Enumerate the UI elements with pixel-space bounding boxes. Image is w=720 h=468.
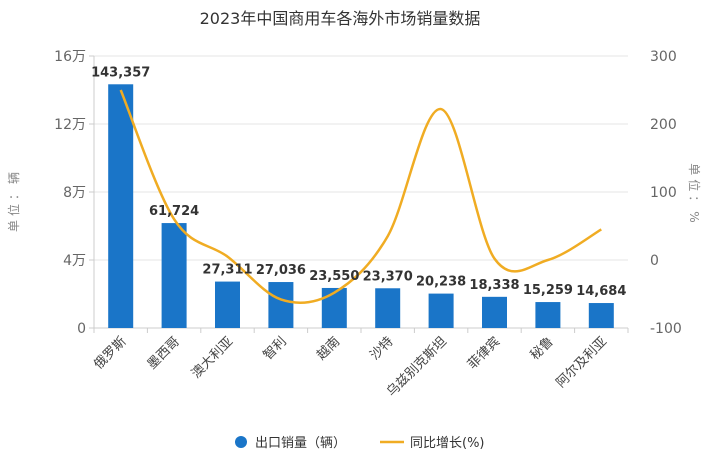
bar [108, 84, 134, 329]
growth-line [119, 89, 602, 304]
right-tick-label: 200 [650, 117, 677, 133]
chart-title: 2023年中国商用车各海外市场销量数据 [200, 9, 481, 28]
bar [482, 296, 507, 328]
left-tick-label: 4万 [63, 253, 86, 269]
legend-line-label: 同比增长(%) [410, 436, 485, 451]
left-tick-label: 12万 [54, 117, 86, 133]
left-tick-label: 8万 [63, 185, 86, 201]
bar [428, 293, 454, 328]
data-labels: 143,357 61,724 27,311 27,036 23,550 23,370 20,… [91, 65, 626, 299]
legend-item-line[interactable]: 同比增长(%) [380, 436, 485, 451]
bar [375, 288, 401, 328]
category-label: 俄罗斯 [91, 334, 129, 372]
category-label: 澳大利亚 [188, 334, 236, 382]
right-tick-label: 100 [650, 185, 677, 201]
bar [161, 223, 187, 328]
category-label: 沙特 [368, 334, 397, 363]
right-tick-label: 300 [650, 49, 677, 65]
bar-value-label: 61,724 [149, 204, 199, 219]
legend-bar-swatch [235, 436, 247, 448]
category-label: 墨西哥 [145, 334, 183, 372]
category-label: 秘鲁 [528, 334, 557, 363]
legend: 出口销量（辆） 同比增长(%) [235, 436, 485, 451]
right-axis-label: 单位：% [687, 163, 702, 226]
bar-value-label: 14,684 [576, 284, 626, 299]
bar-value-label: 18,338 [469, 278, 519, 293]
bar-series [108, 84, 614, 329]
bar-value-label: 23,370 [363, 269, 413, 284]
line-series [119, 89, 602, 304]
category-label: 阿尔及利亚 [554, 334, 611, 391]
legend-bar-label: 出口销量（辆） [255, 436, 346, 451]
bar-value-label: 143,357 [91, 65, 150, 80]
right-tick-label: -100 [650, 321, 682, 337]
category-label: 菲律宾 [464, 334, 503, 373]
category-label: 越南 [313, 334, 343, 364]
left-tick-label: 16万 [54, 49, 86, 65]
category-label: 智利 [261, 334, 290, 363]
left-axis-label: 单位：辆 [6, 168, 21, 232]
bar [535, 302, 561, 328]
bar [588, 303, 614, 328]
bar-value-label: 23,550 [309, 269, 359, 284]
left-tick-label: 0 [77, 321, 86, 337]
bar-value-label: 27,311 [202, 263, 252, 278]
right-axis: -100 0 100 200 300 [650, 49, 682, 337]
bar [268, 282, 294, 328]
bar-value-label: 20,238 [416, 275, 466, 290]
bar [321, 287, 347, 328]
left-axis: 0 4万 8万 12万 16万 [54, 49, 86, 337]
legend-item-bar[interactable]: 出口销量（辆） [235, 436, 346, 451]
bar-value-label: 27,036 [256, 263, 306, 278]
bar-value-label: 15,259 [523, 283, 573, 298]
bar [215, 281, 240, 328]
right-tick-label: 0 [650, 253, 659, 269]
